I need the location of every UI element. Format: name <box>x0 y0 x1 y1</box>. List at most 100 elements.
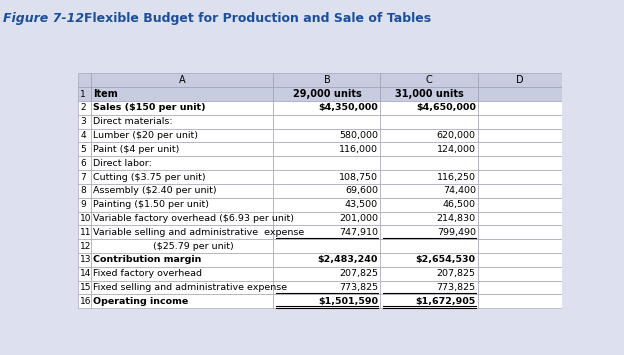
Text: Lumber ($20 per unit): Lumber ($20 per unit) <box>93 131 198 140</box>
Text: Sales ($150 per unit): Sales ($150 per unit) <box>93 103 205 113</box>
Bar <box>478 129 562 142</box>
Bar <box>478 87 562 101</box>
Text: 1: 1 <box>80 89 86 99</box>
Bar <box>381 225 478 239</box>
Text: 12: 12 <box>80 242 92 251</box>
Text: 4: 4 <box>80 131 86 140</box>
Text: $1,501,590: $1,501,590 <box>318 297 378 306</box>
Text: 14: 14 <box>80 269 92 278</box>
Text: 201,000: 201,000 <box>339 214 378 223</box>
Bar <box>90 280 273 294</box>
Bar <box>273 87 381 101</box>
Bar <box>90 294 273 308</box>
Text: C: C <box>426 75 432 85</box>
Text: 8: 8 <box>80 186 86 195</box>
Bar <box>381 253 478 267</box>
Text: 46,500: 46,500 <box>443 200 475 209</box>
Text: 773,825: 773,825 <box>339 283 378 292</box>
Bar <box>273 212 381 225</box>
Bar <box>478 225 562 239</box>
Bar <box>381 239 478 253</box>
Text: $4,650,000: $4,650,000 <box>416 103 475 113</box>
Text: Cutting ($3.75 per unit): Cutting ($3.75 per unit) <box>93 173 205 181</box>
Text: 580,000: 580,000 <box>339 131 378 140</box>
Bar <box>381 294 478 308</box>
Bar <box>78 239 90 253</box>
Bar <box>381 87 478 101</box>
Bar <box>273 73 381 87</box>
Bar <box>90 87 273 101</box>
Bar <box>90 129 273 142</box>
Bar <box>478 184 562 198</box>
Bar <box>381 156 478 170</box>
Bar <box>273 225 381 239</box>
Text: Direct materials:: Direct materials: <box>93 117 173 126</box>
Text: $2,483,240: $2,483,240 <box>318 255 378 264</box>
Bar <box>273 129 381 142</box>
Bar <box>273 294 381 308</box>
Text: D: D <box>516 75 524 85</box>
Bar <box>90 267 273 280</box>
Bar <box>273 156 381 170</box>
Bar <box>78 253 90 267</box>
Bar <box>478 156 562 170</box>
Bar <box>273 101 381 115</box>
Text: Fixed factory overhead: Fixed factory overhead <box>93 269 202 278</box>
Text: 31,000 units: 31,000 units <box>395 89 464 99</box>
Text: 7: 7 <box>80 173 86 181</box>
Bar <box>478 280 562 294</box>
Bar <box>90 170 273 184</box>
Text: Operating income: Operating income <box>93 297 188 306</box>
Text: Flexible Budget for Production and Sale of Tables: Flexible Budget for Production and Sale … <box>84 12 431 26</box>
Text: 3: 3 <box>80 117 86 126</box>
Bar <box>273 267 381 280</box>
Text: Variable selling and administrative  expense: Variable selling and administrative expe… <box>93 228 305 237</box>
Text: Item: Item <box>93 89 118 99</box>
Bar <box>381 267 478 280</box>
Bar <box>78 184 90 198</box>
Bar <box>478 253 562 267</box>
Text: 6: 6 <box>80 159 86 168</box>
Text: Contribution margin: Contribution margin <box>93 255 202 264</box>
Text: 108,750: 108,750 <box>339 173 378 181</box>
Text: $1,672,905: $1,672,905 <box>416 297 475 306</box>
Text: 9: 9 <box>80 200 86 209</box>
Text: B: B <box>323 75 330 85</box>
Bar <box>78 142 90 156</box>
Bar <box>478 115 562 129</box>
Bar <box>78 156 90 170</box>
Bar <box>90 73 273 87</box>
Bar <box>78 225 90 239</box>
Bar <box>478 142 562 156</box>
Text: A: A <box>178 75 185 85</box>
Text: Assembly ($2.40 per unit): Assembly ($2.40 per unit) <box>93 186 217 195</box>
Text: Figure 7-12: Figure 7-12 <box>3 12 84 26</box>
Bar <box>78 101 90 115</box>
Bar <box>78 115 90 129</box>
Bar <box>78 267 90 280</box>
Text: Fixed selling and administrative expense: Fixed selling and administrative expense <box>93 283 287 292</box>
Bar <box>90 142 273 156</box>
Bar <box>381 170 478 184</box>
Text: ($25.79 per unit): ($25.79 per unit) <box>93 242 234 251</box>
Bar <box>273 280 381 294</box>
Text: 747,910: 747,910 <box>339 228 378 237</box>
Text: $2,654,530: $2,654,530 <box>416 255 475 264</box>
Bar <box>90 156 273 170</box>
Bar <box>90 239 273 253</box>
Text: 10: 10 <box>80 214 92 223</box>
Bar <box>273 115 381 129</box>
Bar <box>478 101 562 115</box>
Text: Paint ($4 per unit): Paint ($4 per unit) <box>93 145 179 154</box>
Text: 124,000: 124,000 <box>437 145 475 154</box>
Bar <box>381 101 478 115</box>
Text: 11: 11 <box>80 228 92 237</box>
Text: 116,000: 116,000 <box>339 145 378 154</box>
Bar <box>381 280 478 294</box>
Text: 29,000 units: 29,000 units <box>293 89 361 99</box>
Text: 15: 15 <box>80 283 92 292</box>
Bar <box>78 73 90 87</box>
Text: 207,825: 207,825 <box>339 269 378 278</box>
Text: 799,490: 799,490 <box>437 228 475 237</box>
Bar <box>273 253 381 267</box>
